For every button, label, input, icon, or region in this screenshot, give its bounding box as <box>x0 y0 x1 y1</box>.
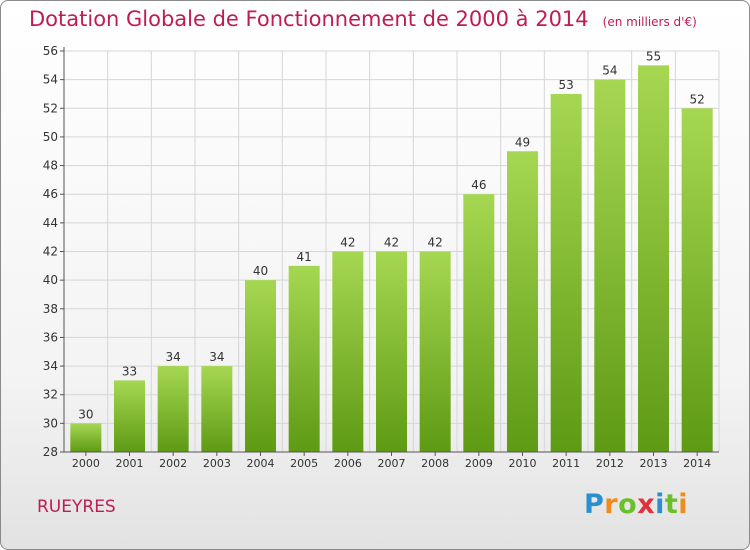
bar-value-label: 34 <box>209 350 224 364</box>
bar-value-label: 34 <box>166 350 181 364</box>
bar <box>114 380 145 452</box>
bars <box>70 65 713 453</box>
y-tick-label: 36 <box>43 330 58 344</box>
chart-title: Dotation Globale de Fonctionnement de 20… <box>29 7 697 31</box>
y-tick-label: 34 <box>43 359 58 373</box>
y-tick-label: 46 <box>43 187 58 201</box>
bar-value-label: 30 <box>78 407 93 421</box>
bar <box>550 93 582 452</box>
commune-name: RUEYRES <box>37 497 116 517</box>
bar <box>245 280 276 452</box>
x-tick-label: 2014 <box>683 457 711 470</box>
bar <box>70 423 102 452</box>
bar <box>681 108 713 453</box>
logo-letter: i <box>678 489 689 520</box>
chart-title-text: Dotation Globale de Fonctionnement de 20… <box>29 7 589 31</box>
labels: 28 30 32 34 36 38 40 42 44 46 48 50 52 54 56 30 2000 33 20… <box>43 44 711 470</box>
logo-letter: x <box>637 489 656 520</box>
y-tick-label: 30 <box>43 416 58 430</box>
bar-value-label: 40 <box>253 264 268 278</box>
y-tick-label: 40 <box>43 273 58 287</box>
logo-letter: t <box>664 489 679 520</box>
y-tick-label: 28 <box>43 445 58 459</box>
bar-value-label: 46 <box>471 178 486 192</box>
bar <box>157 366 189 452</box>
bar-value-label: 49 <box>515 135 530 149</box>
bar <box>594 79 626 453</box>
y-tick-label: 42 <box>43 245 58 259</box>
unit-note: (en milliers d'€) <box>602 15 697 29</box>
bar <box>376 251 407 452</box>
y-tick-label: 48 <box>43 159 58 173</box>
x-tick-label: 2000 <box>72 457 100 470</box>
bar-value-label: 52 <box>690 92 705 106</box>
y-tick-label: 50 <box>43 130 58 144</box>
proxiti-logo[interactable]: Proxiti <box>584 489 688 520</box>
x-tick-label: 2006 <box>334 457 362 470</box>
y-tick-label: 44 <box>43 216 58 230</box>
x-tick-label: 2010 <box>509 457 537 470</box>
y-tick-label: 38 <box>43 302 58 316</box>
bar-value-label: 33 <box>122 364 137 378</box>
y-tick-label: 52 <box>43 101 58 115</box>
x-tick-label: 2013 <box>640 457 668 470</box>
bar-value-label: 42 <box>340 236 355 250</box>
axes <box>60 47 719 456</box>
bar <box>507 151 538 452</box>
y-tick-label: 54 <box>43 73 58 87</box>
bar <box>638 65 669 453</box>
bar-value-label: 53 <box>559 78 574 92</box>
y-tick-label: 56 <box>43 44 58 58</box>
x-tick-label: 2007 <box>378 457 406 470</box>
x-tick-label: 2004 <box>247 457 275 470</box>
x-tick-label: 2002 <box>159 457 187 470</box>
bar <box>332 251 364 452</box>
x-tick-label: 2001 <box>116 457 144 470</box>
bar <box>419 251 451 452</box>
bar <box>288 265 320 452</box>
bar-value-label: 55 <box>646 49 661 63</box>
y-tick-label: 32 <box>43 388 58 402</box>
bar <box>201 366 233 452</box>
logo-letter: i <box>655 489 665 520</box>
logo-letter: o <box>618 489 638 520</box>
bar <box>463 194 495 452</box>
logo-letter: P <box>584 489 605 520</box>
bar-value-label: 42 <box>384 236 399 250</box>
x-tick-label: 2009 <box>465 457 493 470</box>
logo-letter: r <box>604 489 619 520</box>
bar-value-label: 54 <box>602 64 617 78</box>
x-tick-label: 2003 <box>203 457 231 470</box>
x-tick-label: 2011 <box>552 457 580 470</box>
bar-value-label: 41 <box>297 250 312 264</box>
bar-value-label: 42 <box>428 236 443 250</box>
x-tick-label: 2012 <box>596 457 624 470</box>
x-tick-label: 2005 <box>290 457 318 470</box>
x-tick-label: 2008 <box>421 457 449 470</box>
